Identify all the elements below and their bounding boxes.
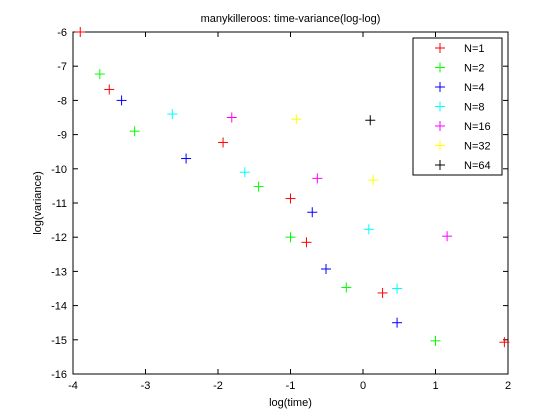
data-point [377, 287, 388, 298]
legend-marker [435, 82, 445, 92]
legend-label: N=32 [464, 141, 491, 153]
data-point [341, 282, 352, 293]
data-point [392, 317, 403, 328]
y-axis: -16 -15 -14 -13 -12 -11 -10 -9 -8 -7 -6 [51, 27, 508, 381]
legend-label: N=16 [464, 121, 491, 133]
y-tick-label: -16 [51, 369, 67, 381]
y-tick-label: -11 [52, 198, 67, 210]
y-tick-label: -7 [57, 61, 67, 73]
data-point [167, 109, 178, 120]
legend-marker [435, 121, 445, 131]
x-tick-label: -3 [141, 380, 151, 392]
x-tick-label: -4 [68, 380, 78, 392]
legend-label: N=64 [464, 160, 491, 172]
x-axis: -4 -3 -2 -1 0 1 2 [68, 32, 511, 392]
y-tick-label: -9 [57, 130, 67, 142]
data-points [75, 27, 510, 348]
x-tick-label: 0 [360, 380, 366, 392]
data-point [301, 237, 312, 248]
data-point [239, 167, 250, 178]
data-point [307, 207, 318, 218]
y-axis-label: log(variance) [32, 171, 44, 235]
data-point [218, 137, 229, 148]
legend: N=1 N=2 N=4 N=8 N=16 N=32 N=64 [412, 37, 503, 176]
data-point [116, 95, 127, 106]
legend-box [412, 37, 503, 176]
legend-marker [435, 62, 445, 73]
x-tick-label: 1 [432, 380, 438, 392]
data-point [181, 153, 192, 164]
legend-marker [435, 160, 445, 170]
data-point [285, 232, 296, 243]
data-point [312, 173, 323, 184]
data-point [442, 231, 453, 242]
y-tick-label: -12 [51, 232, 67, 244]
y-tick-label: -8 [57, 95, 67, 107]
y-tick-label: -15 [51, 335, 67, 347]
legend-marker [435, 43, 445, 53]
legend-label: N=4 [464, 82, 485, 94]
data-point [94, 69, 105, 80]
x-tick-label: -2 [213, 380, 223, 392]
data-point [321, 264, 332, 275]
data-point [129, 126, 140, 137]
legend-label: N=1 [464, 43, 485, 55]
data-point [285, 193, 296, 204]
data-point [104, 84, 115, 95]
data-point [253, 181, 264, 192]
data-point [291, 114, 302, 125]
y-tick-label: -10 [51, 164, 67, 176]
legend-label: N=2 [464, 63, 485, 75]
y-tick-label: -6 [57, 27, 67, 39]
data-point [363, 224, 374, 235]
y-tick-label: -14 [51, 301, 67, 313]
y-tick-label: -13 [51, 266, 67, 278]
x-tick-label: -1 [286, 380, 296, 392]
legend-marker [435, 101, 445, 112]
data-point [365, 115, 376, 126]
data-point [499, 337, 510, 348]
legend-marker [435, 140, 445, 151]
x-tick-label: 2 [505, 380, 511, 392]
x-axis-label: log(time) [269, 397, 312, 409]
legend-label: N=8 [464, 102, 485, 114]
data-point [226, 112, 237, 123]
chart-title: manykilleroos: time-variance(log-log) [201, 13, 381, 25]
data-point [368, 175, 379, 186]
data-point [392, 283, 403, 294]
data-point [430, 335, 441, 346]
data-point [75, 27, 86, 37]
